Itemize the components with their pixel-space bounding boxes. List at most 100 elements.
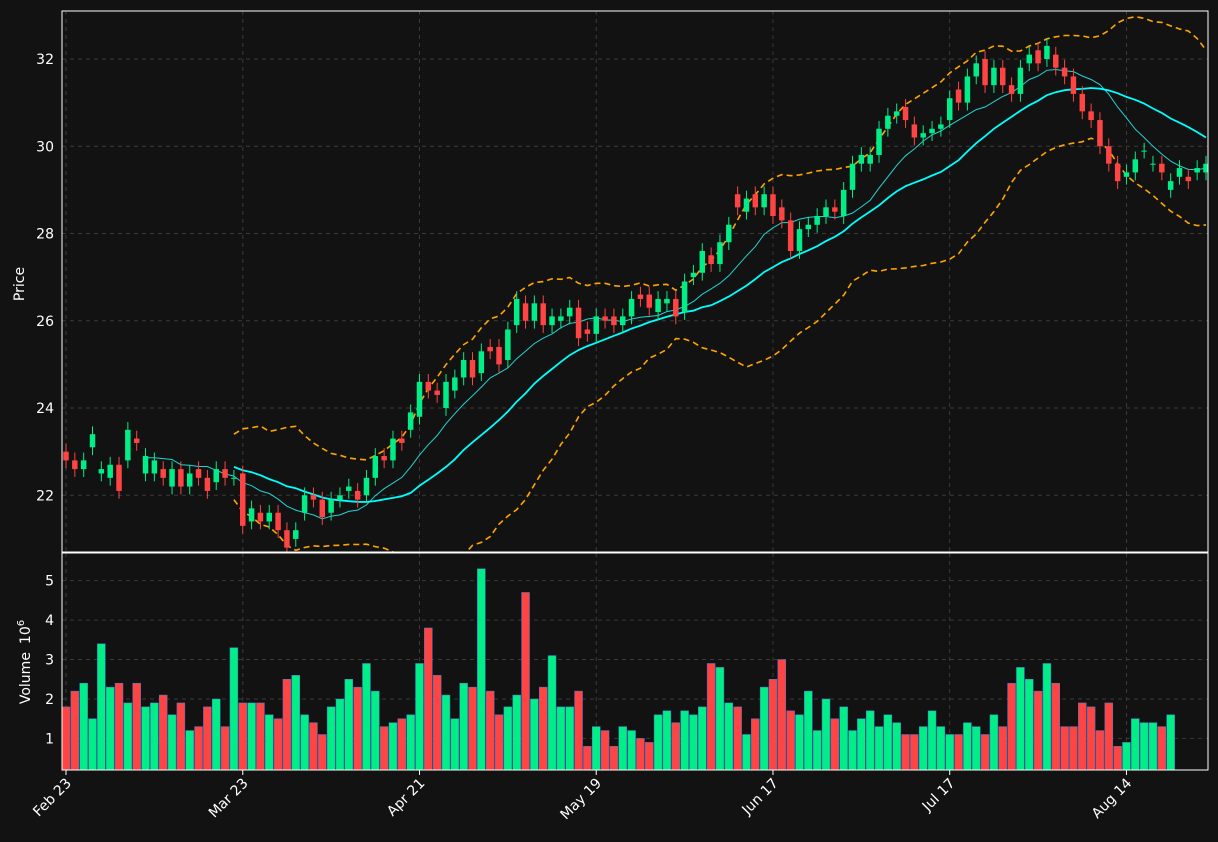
volume-bar	[1042, 663, 1052, 770]
volume-bar	[291, 675, 300, 770]
candle-body	[911, 124, 918, 138]
candle-body	[98, 469, 105, 474]
candle-body	[363, 477, 370, 496]
volume-bar	[759, 686, 769, 770]
candle-body	[885, 115, 891, 129]
price-tick-label: 30	[36, 139, 54, 155]
candle-body	[1017, 67, 1024, 94]
volume-bar	[786, 710, 795, 770]
candle-body	[1088, 111, 1094, 121]
volume-bar	[1016, 667, 1025, 770]
volume-bar	[733, 706, 742, 770]
candle-body	[372, 456, 379, 478]
candle-body	[673, 298, 679, 317]
volume-axis-label: Volume 106	[16, 620, 34, 704]
volume-bar	[1104, 702, 1114, 770]
volume-bar	[167, 714, 177, 770]
volume-bar	[565, 706, 574, 770]
candle-body	[337, 495, 343, 500]
candle-body	[178, 469, 184, 487]
candle-body	[531, 303, 538, 321]
candle-body	[195, 469, 202, 478]
volume-bar	[62, 706, 71, 770]
volume-bar	[777, 659, 787, 770]
candle-body	[133, 438, 140, 443]
candle-body	[1141, 150, 1147, 152]
candle-body	[390, 438, 396, 461]
candle-body	[1008, 85, 1015, 94]
volume-bar	[300, 714, 309, 770]
volume-bar	[945, 734, 954, 770]
candle-body	[726, 224, 732, 243]
candle-body	[301, 495, 308, 513]
candle-body	[1079, 93, 1086, 112]
volume-bar	[768, 679, 778, 770]
volume-bars	[62, 568, 1175, 770]
volume-bar	[609, 746, 619, 770]
candle-body	[690, 272, 697, 278]
volume-bar	[1060, 726, 1069, 770]
volume-exponent-base: 10	[18, 626, 34, 644]
candle-body	[116, 464, 122, 491]
candle-body	[964, 76, 971, 103]
volume-bar	[1007, 682, 1016, 770]
candle-body	[858, 154, 865, 164]
volume-bar	[379, 726, 389, 770]
volume-tick-label: 2	[45, 692, 54, 708]
candle-body	[399, 438, 405, 443]
volume-bar	[362, 663, 371, 770]
volume-bar	[1033, 690, 1043, 770]
candle-body	[920, 133, 926, 138]
volume-bar	[865, 710, 875, 770]
candle-body	[540, 303, 546, 326]
volume-bar	[547, 655, 557, 770]
candle-body	[849, 163, 856, 190]
volume-bar	[326, 706, 336, 770]
volume-bar	[485, 690, 495, 770]
volume-bar	[318, 734, 327, 770]
volume-bar	[812, 730, 822, 770]
volume-bar	[1122, 742, 1131, 770]
volume-bar	[954, 734, 963, 770]
volume-bar	[1148, 722, 1158, 770]
candle-body	[708, 255, 714, 265]
candle-body	[160, 469, 166, 478]
volume-bar	[459, 682, 468, 770]
candle-body	[805, 224, 812, 230]
volume-bar	[857, 718, 866, 770]
candle-body	[876, 128, 882, 155]
volume-bar	[706, 663, 716, 770]
price-tick-label: 32	[36, 52, 54, 68]
volume-bar	[901, 734, 910, 770]
candle-body	[832, 207, 838, 212]
volume-bar	[158, 694, 168, 770]
volume-bar	[132, 682, 141, 770]
volume-bar	[804, 690, 813, 770]
volume-bar	[150, 702, 159, 770]
volume-bar	[406, 714, 415, 770]
volume-bar	[494, 714, 504, 770]
candle-body	[186, 473, 193, 487]
volume-bar	[530, 698, 539, 770]
volume-panel: 1 2 3 4 5	[45, 552, 1209, 771]
candle-body	[973, 63, 979, 77]
volume-bar	[123, 702, 133, 770]
price-frame	[61, 10, 1209, 553]
candle-body	[734, 194, 741, 208]
volume-tick-label: 5	[45, 574, 54, 590]
volume-bar	[980, 734, 990, 770]
candle-body	[469, 360, 476, 378]
volume-bar	[397, 718, 407, 770]
volume-bar	[97, 643, 106, 770]
volume-bar	[79, 682, 88, 770]
volume-bar	[1131, 718, 1140, 770]
candle-body	[558, 316, 564, 321]
volume-bar	[892, 722, 901, 770]
candle-body	[1194, 168, 1200, 173]
volume-bar	[645, 742, 654, 770]
volume-bar	[671, 722, 680, 770]
candle-body	[513, 298, 520, 326]
volume-bar	[229, 647, 239, 770]
candle-body	[125, 429, 131, 461]
candle-body	[1061, 67, 1068, 77]
